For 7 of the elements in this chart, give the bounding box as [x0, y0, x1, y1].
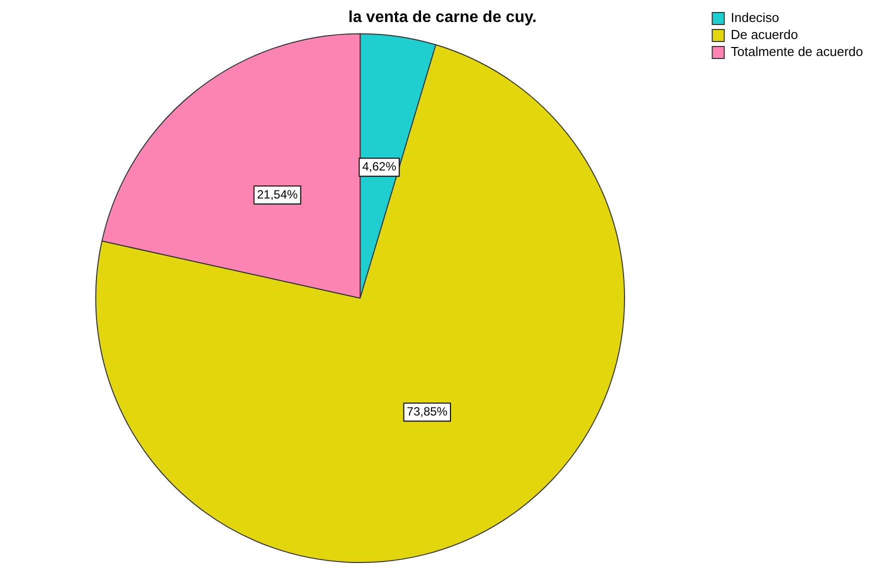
legend-label: Totalmente de acuerdo [730, 44, 864, 60]
legend-label: De acuerdo [730, 27, 798, 42]
chart-title: la venta de carne de cuy. [348, 9, 537, 26]
data-label: 73,85% [406, 404, 448, 418]
legend-label: Indeciso [730, 10, 780, 26]
data-label: 21,54% [256, 187, 298, 202]
data-label: 4,62% [362, 160, 397, 174]
